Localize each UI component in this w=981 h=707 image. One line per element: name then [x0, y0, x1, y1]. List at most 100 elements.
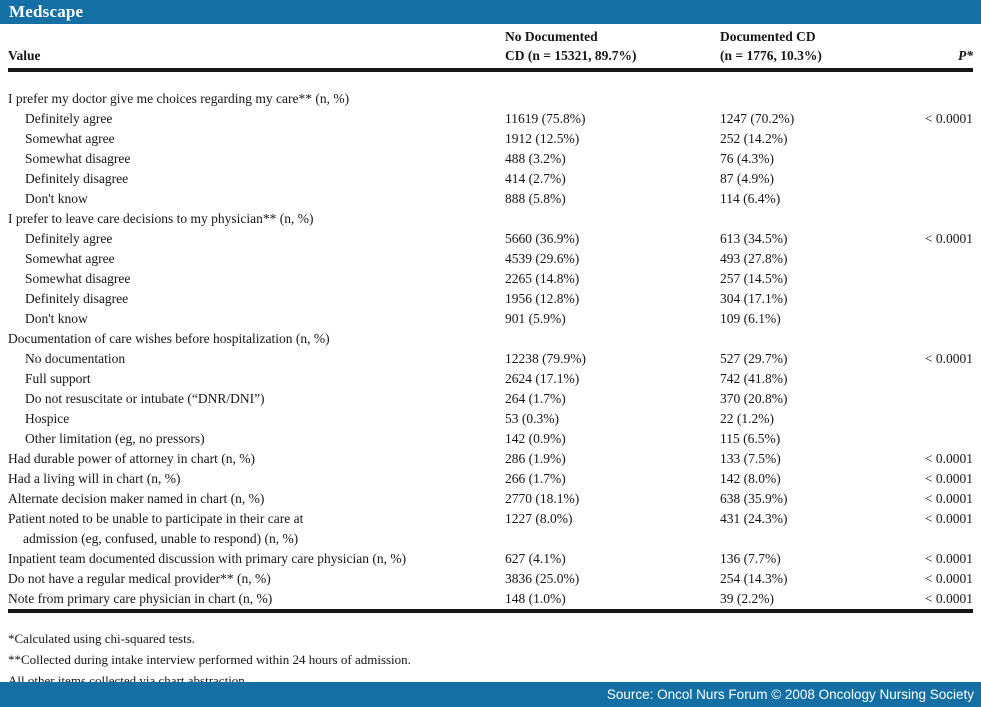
table-row: Other limitation (eg, no pressors) 142 (0…: [8, 429, 973, 449]
medscape-header-bar: Medscape: [0, 0, 981, 24]
row-label: Do not have a regular medical provider**…: [8, 571, 271, 586]
column-header-no-documented-cd-line1: No Documented: [505, 29, 598, 44]
cell-no-documented-cd: [505, 329, 720, 349]
row-label: Documentation of care wishes before hosp…: [8, 331, 330, 346]
row-label: Had a living will in chart (n, %): [8, 471, 181, 486]
cell-no-documented-cd: 1956 (12.8%): [505, 291, 580, 306]
row-label: Definitely disagree: [25, 291, 129, 306]
row-label: Inpatient team documented discussion wit…: [8, 551, 407, 566]
cell-documented-cd: 109 (6.1%): [720, 311, 781, 326]
cell-p-value: < 0.0001: [924, 451, 973, 466]
row-label: I prefer to leave care decisions to my p…: [8, 211, 314, 226]
table-row: Patient noted to be unable to participat…: [8, 509, 973, 549]
cell-p-value: < 0.0001: [924, 551, 973, 566]
table-row: Definitely agree 5660 (36.9%) 613 (34.5%) <…: [8, 229, 973, 249]
column-header-value-label: Value: [8, 48, 41, 63]
cell-no-documented-cd: 142 (0.9%): [505, 431, 566, 446]
row-label: Patient noted to be unable to participat…: [8, 511, 304, 546]
cell-documented-cd: 87 (4.9%): [720, 171, 774, 186]
cell-p-value: < 0.0001: [924, 231, 973, 246]
column-header-value: Value: [8, 24, 505, 70]
cell-no-documented-cd: 2624 (17.1%): [505, 371, 580, 386]
column-header-documented-cd-line2: (n = 1776, 10.3%): [720, 48, 822, 63]
table-bottom-rule: [8, 609, 973, 613]
cell-p-value: [903, 189, 973, 209]
table-body: I prefer my doctor give me choices regar…: [8, 70, 973, 609]
row-label: I prefer my doctor give me choices regar…: [8, 91, 350, 106]
row-label: Had durable power of attorney in chart (…: [8, 451, 256, 466]
row-label: Hospice: [25, 411, 70, 426]
table-section-row: I prefer my doctor give me choices regar…: [8, 70, 973, 109]
cell-no-documented-cd: 414 (2.7%): [505, 171, 566, 186]
cell-p-value: [903, 429, 973, 449]
cell-no-documented-cd: 53 (0.3%): [505, 411, 559, 426]
row-label: Don't know: [25, 191, 88, 206]
cell-p-value: [903, 329, 973, 349]
table-row: Definitely disagree 414 (2.7%) 87 (4.9%): [8, 169, 973, 189]
cell-no-documented-cd: 888 (5.8%): [505, 191, 566, 206]
cell-no-documented-cd: 2265 (14.8%): [505, 271, 580, 286]
cell-documented-cd: 39 (2.2%): [720, 591, 774, 606]
table-row: Somewhat disagree 2265 (14.8%) 257 (14.5%): [8, 269, 973, 289]
cell-p-value: [903, 309, 973, 329]
column-header-documented-cd: Documented CD (n = 1776, 10.3%): [720, 24, 903, 70]
cell-p-value: [903, 269, 973, 289]
cell-no-documented-cd: 12238 (79.9%): [505, 351, 586, 366]
column-header-no-documented-cd-line2: CD (n = 15321, 89.7%): [505, 48, 637, 63]
cell-no-documented-cd: 1912 (12.5%): [505, 131, 580, 146]
table-row: Inpatient team documented discussion wit…: [8, 549, 973, 569]
cell-documented-cd: 142 (8.0%): [720, 471, 781, 486]
cell-no-documented-cd: 901 (5.9%): [505, 311, 566, 326]
row-label: Do not resuscitate or intubate (“DNR/DNI…: [25, 391, 265, 406]
cell-p-value: [903, 209, 973, 229]
cell-documented-cd: 370 (20.8%): [720, 391, 788, 406]
cell-p-value: [903, 149, 973, 169]
column-header-documented-cd-line1: Documented CD: [720, 29, 816, 44]
table-row: Don't know 901 (5.9%) 109 (6.1%): [8, 309, 973, 329]
cell-p-value: [903, 129, 973, 149]
cell-no-documented-cd: 2770 (18.1%): [505, 491, 580, 506]
cell-documented-cd: 115 (6.5%): [720, 431, 781, 446]
table-row: Alternate decision maker named in chart …: [8, 489, 973, 509]
table-row: Don't know 888 (5.8%) 114 (6.4%): [8, 189, 973, 209]
row-label: Don't know: [25, 311, 88, 326]
cell-no-documented-cd: 148 (1.0%): [505, 591, 566, 606]
row-label: Other limitation (eg, no pressors): [25, 431, 205, 446]
data-table: Value No Documented CD (n = 15321, 89.7%…: [8, 24, 973, 609]
cell-no-documented-cd: [505, 70, 720, 109]
table-region: Value No Documented CD (n = 15321, 89.7%…: [0, 24, 981, 691]
cell-documented-cd: 1247 (70.2%): [720, 111, 795, 126]
row-label: Somewhat disagree: [25, 271, 131, 286]
footnote-intake-interview: **Collected during intake interview perf…: [8, 652, 411, 667]
table-row: Full support 2624 (17.1%) 742 (41.8%): [8, 369, 973, 389]
cell-documented-cd: 114 (6.4%): [720, 191, 781, 206]
cell-p-value: [903, 70, 973, 109]
table-section-row: Documentation of care wishes before hosp…: [8, 329, 973, 349]
cell-p-value: [903, 169, 973, 189]
table-row: Had a living will in chart (n, %) 266 (1.…: [8, 469, 973, 489]
cell-documented-cd: 304 (17.1%): [720, 291, 788, 306]
cell-p-value: [903, 409, 973, 429]
cell-no-documented-cd: 286 (1.9%): [505, 451, 566, 466]
cell-p-value: [903, 249, 973, 269]
cell-documented-cd: 254 (14.3%): [720, 571, 788, 586]
cell-documented-cd: 638 (35.9%): [720, 491, 788, 506]
table-row: Do not have a regular medical provider**…: [8, 569, 973, 589]
medscape-logo: Medscape: [9, 2, 84, 21]
cell-no-documented-cd: 488 (3.2%): [505, 151, 566, 166]
row-label: Note from primary care physician in char…: [8, 591, 273, 606]
cell-no-documented-cd: 266 (1.7%): [505, 471, 566, 486]
cell-documented-cd: 527 (29.7%): [720, 351, 788, 366]
cell-no-documented-cd: 3836 (25.0%): [505, 571, 580, 586]
cell-documented-cd: 252 (14.2%): [720, 131, 788, 146]
cell-no-documented-cd: 11619 (75.8%): [505, 111, 586, 126]
table-header-row: Value No Documented CD (n = 15321, 89.7%…: [8, 24, 973, 70]
cell-documented-cd: [720, 70, 903, 109]
row-label: Somewhat agree: [25, 131, 115, 146]
cell-p-value: [903, 389, 973, 409]
table-row: Hospice 53 (0.3%) 22 (1.2%): [8, 409, 973, 429]
source-footer-bar: Source: Oncol Nurs Forum © 2008 Oncology…: [0, 682, 981, 707]
table-row: Definitely disagree 1956 (12.8%) 304 (17.1…: [8, 289, 973, 309]
cell-p-value: < 0.0001: [924, 111, 973, 126]
cell-p-value: < 0.0001: [924, 511, 973, 526]
